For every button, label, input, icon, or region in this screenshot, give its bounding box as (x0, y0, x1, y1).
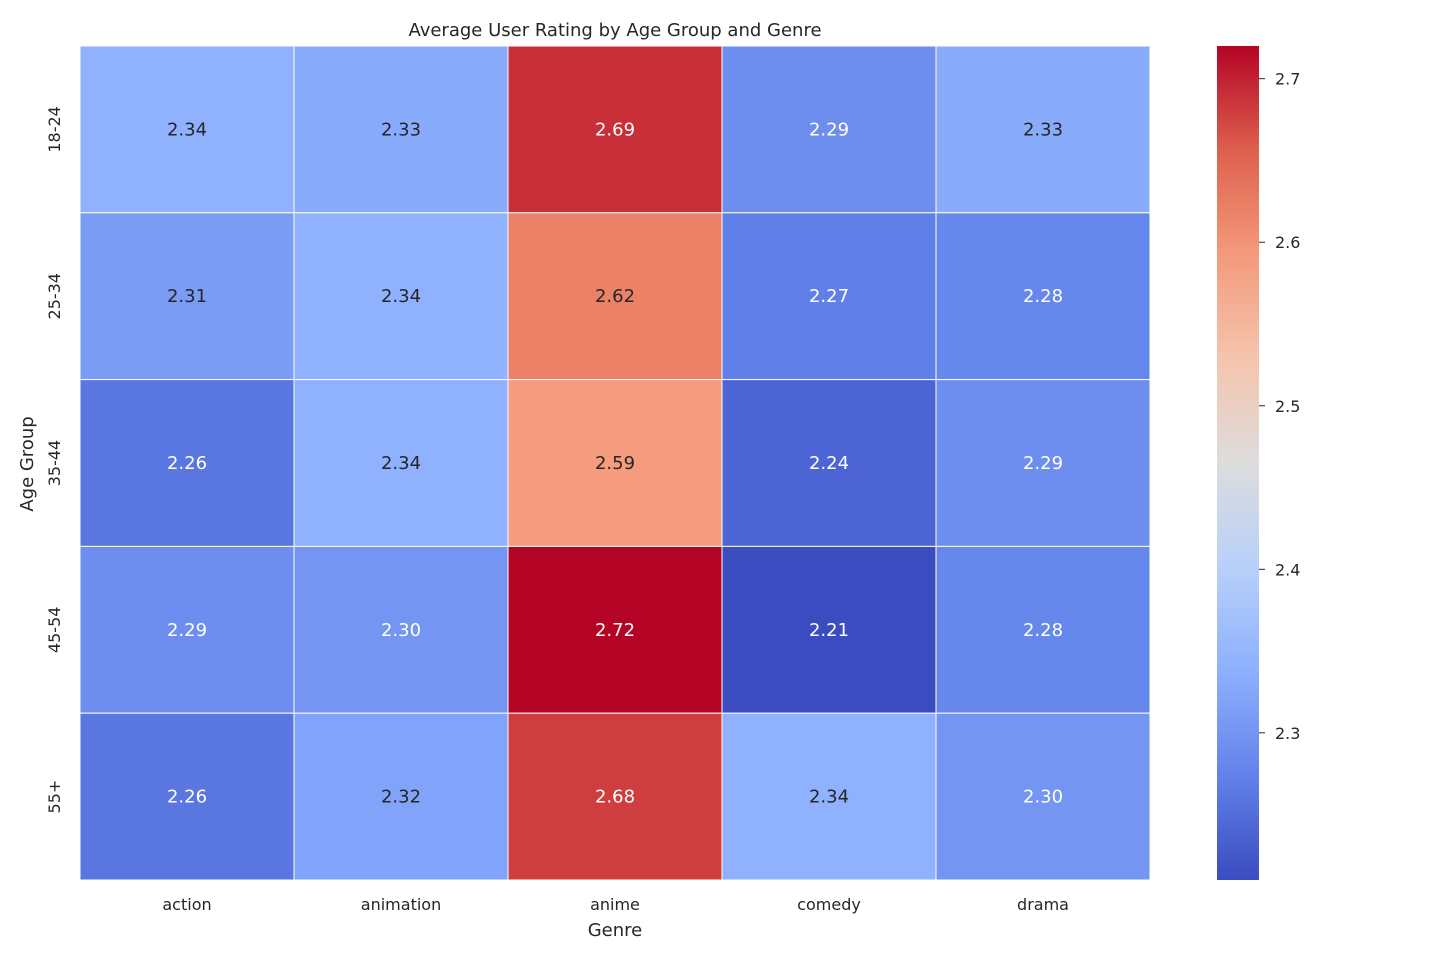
heatmap-cell (507, 712, 723, 881)
heatmap-cell (79, 45, 295, 214)
colorbar-tick-label: 2.6 (1275, 233, 1300, 252)
cell-value-label: 2.34 (809, 787, 849, 808)
heatmap-cell (935, 545, 1151, 714)
y-tick-label: 25-34 (45, 273, 64, 320)
cell-value-label: 2.72 (595, 620, 635, 641)
cell-value-label: 2.29 (809, 119, 849, 140)
colorbar-tick-label: 2.5 (1275, 397, 1300, 416)
y-tick-label: 18-24 (45, 106, 64, 153)
x-tick-label: animation (361, 895, 441, 914)
y-tick-label: 45-54 (45, 607, 64, 654)
heatmap-cells (79, 45, 1151, 881)
cell-value-label: 2.28 (1023, 286, 1063, 307)
y-tick-label: 35-44 (45, 440, 64, 487)
colorbar-tick-label: 2.4 (1275, 560, 1300, 579)
cell-value-label: 2.26 (167, 787, 207, 808)
colorbar-tick-label: 2.7 (1275, 70, 1300, 89)
x-tick-label: action (162, 895, 211, 914)
cell-value-label: 2.33 (1023, 119, 1063, 140)
heatmap-cell (507, 379, 723, 547)
cell-value-label: 2.26 (167, 453, 207, 474)
heatmap-cell (79, 712, 295, 881)
cell-value-label: 2.33 (381, 119, 421, 140)
cell-value-label: 2.34 (381, 286, 421, 307)
cell-value-label: 2.69 (595, 119, 635, 140)
cell-value-label: 2.28 (1023, 620, 1063, 641)
cell-value-label: 2.27 (809, 286, 849, 307)
heatmap-cell (79, 545, 295, 714)
cell-value-label: 2.31 (167, 286, 207, 307)
y-axis-ticks: 18-24 25-34 35-44 45-54 55+ (45, 106, 64, 813)
heatmap-cell (935, 212, 1151, 381)
x-axis-ticks: action animation anime comedy drama (162, 895, 1069, 914)
heatmap-cell (507, 45, 723, 214)
heatmap-cell (293, 712, 509, 881)
cell-value-label: 2.29 (167, 620, 207, 641)
heatmap-cell (721, 379, 937, 547)
heatmap-cell (293, 545, 509, 714)
heatmap-cell (721, 45, 937, 214)
colorbar (1217, 46, 1259, 880)
x-tick-label: comedy (797, 895, 861, 914)
colorbar-ticks: 2.3 2.4 2.5 2.6 2.7 (1259, 70, 1300, 743)
heatmap-cell (79, 212, 295, 381)
cell-value-label: 2.24 (809, 453, 849, 474)
heatmap-cell-labels: 2.34 2.33 2.69 2.29 2.33 2.31 2.34 2.62 2.27 2.28… (167, 119, 1063, 807)
chart-title: Average User Rating by Age Group and Gen… (408, 20, 821, 41)
cell-value-label: 2.34 (167, 119, 207, 140)
cell-value-label: 2.29 (1023, 453, 1063, 474)
x-axis-label: Genre (588, 920, 643, 941)
cell-value-label: 2.30 (1023, 787, 1063, 808)
cell-value-label: 2.59 (595, 453, 635, 474)
heatmap-cell (507, 545, 723, 714)
cell-value-label: 2.30 (381, 620, 421, 641)
cell-value-label: 2.34 (381, 453, 421, 474)
x-tick-label: anime (590, 895, 640, 914)
heatmap-cell (721, 545, 937, 714)
y-axis-label: Age Group (17, 416, 38, 511)
heatmap-cell (935, 45, 1151, 214)
heatmap-cell (293, 212, 509, 381)
heatmap-cell (935, 379, 1151, 547)
y-tick-label: 55+ (45, 780, 64, 814)
cell-value-label: 2.62 (595, 286, 635, 307)
x-tick-label: drama (1017, 895, 1069, 914)
cell-value-label: 2.21 (809, 620, 849, 641)
heatmap-cell (293, 379, 509, 547)
cell-value-label: 2.32 (381, 787, 421, 808)
heatmap-cell (935, 712, 1151, 881)
colorbar-tick-label: 2.3 (1275, 724, 1300, 743)
heatmap-cell (293, 45, 509, 214)
cell-value-label: 2.68 (595, 787, 635, 808)
heatmap-cell (507, 212, 723, 381)
